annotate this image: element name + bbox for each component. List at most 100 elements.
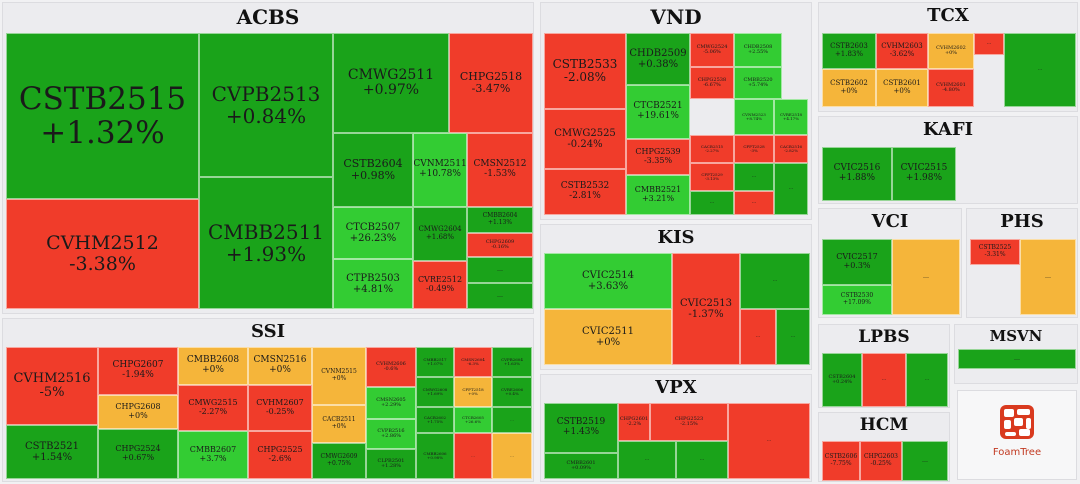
tile-cmwg2524[interactable]: CMWG2524 -5.06% xyxy=(690,33,734,67)
tile-cstb2532[interactable]: CSTB2532 -2.81% xyxy=(544,169,626,215)
tile-more[interactable]: … xyxy=(690,191,734,215)
tile-cvre2606[interactable]: CVRE2606 +0.4% xyxy=(492,377,532,407)
group-lpbs[interactable]: LPBS CSTB2604 +0.24%…… xyxy=(818,324,950,408)
tile-cvic2515[interactable]: CVIC2515 +1.98% xyxy=(892,147,956,201)
tile-chpg2525[interactable]: CHPG2525 -2.6% xyxy=(248,431,312,479)
tile-chpg2608[interactable]: CHPG2608 +0% xyxy=(98,395,178,429)
tile-more[interactable]: … xyxy=(892,239,960,315)
tile-cmbb2606[interactable]: CMBB2606 +0.98% xyxy=(416,433,454,479)
tile-cfpt2518[interactable]: CFPT2518 +0% xyxy=(454,377,492,407)
tile-cmsn2512[interactable]: CMSN2512 -1.53% xyxy=(467,133,533,207)
tile-cacb2511[interactable]: CACB2511 +0% xyxy=(312,405,366,443)
tile-chpg2518[interactable]: CHPG2518 -3.47% xyxy=(449,33,533,133)
tile-more[interactable]: … xyxy=(902,441,948,481)
tile-chdb2508[interactable]: CHDB2508 +2.55% xyxy=(734,33,782,67)
tile-ctpb2503[interactable]: CTPB2503 +4.81% xyxy=(333,259,413,309)
tile-more[interactable]: … xyxy=(740,309,776,365)
tile-chpg2539[interactable]: CHPG2539 -3.35% xyxy=(626,139,690,175)
tile-cmbb2604[interactable]: CMBB2604 +1.13% xyxy=(467,207,533,233)
tile-cvnm2523[interactable]: CVNM2523 +8.74% xyxy=(734,99,774,135)
tile-more[interactable]: … xyxy=(740,253,810,309)
tile-cmbb2520[interactable]: CMBB2520 +5.74% xyxy=(734,67,782,99)
tile-cmbb2517[interactable]: CMBB2517 +1.07% xyxy=(416,347,454,377)
tile-cmsn2605[interactable]: CMSN2605 +2.29% xyxy=(366,387,416,419)
tile-more[interactable]: … xyxy=(734,163,774,191)
tile-more[interactable]: … xyxy=(618,441,676,479)
tile-more[interactable]: … xyxy=(467,283,533,309)
tile-cvhm2607[interactable]: CVHM2607 -0.25% xyxy=(248,385,312,431)
tile-cacb2515[interactable]: CACB2515 -2.27% xyxy=(690,135,734,163)
tile-cacb2602[interactable]: CACB2602 +1.75% xyxy=(416,407,454,433)
tile-cmbb2511[interactable]: CMBB2511 +1.93% xyxy=(199,177,333,309)
tile-cstb2602[interactable]: CSTB2602 +0% xyxy=(822,69,876,107)
tile-more[interactable]: … xyxy=(958,349,1076,369)
tile-cvic2516[interactable]: CVIC2516 +1.88% xyxy=(822,147,892,201)
tile-cmwg2604[interactable]: CMWG2604 +1.68% xyxy=(413,207,467,261)
tile-chpg2524[interactable]: CHPG2524 +0.67% xyxy=(98,429,178,479)
tile-cvic2511[interactable]: CVIC2511 +0% xyxy=(544,309,672,365)
tile-cmwg2609[interactable]: CMWG2609 +0.75% xyxy=(312,443,366,479)
tile-cmsn2604[interactable]: CMSN2604 -6.3% xyxy=(454,347,492,377)
tile-cmbb2608[interactable]: CMBB2608 +0% xyxy=(178,347,248,385)
tile-cvpb2604[interactable]: CVPB2604 +1.63% xyxy=(492,347,532,377)
tile-cvre2518[interactable]: CVRE2518 +4.17% xyxy=(774,99,808,135)
tile-cmbb2601[interactable]: CMBB2601 +0.09% xyxy=(544,453,618,479)
tile-chdb2509[interactable]: CHDB2509 +0.38% xyxy=(626,33,690,85)
tile-chpg2607[interactable]: CHPG2607 -1.94% xyxy=(98,347,178,395)
tile-cfpt2528[interactable]: CFPT2528 -3% xyxy=(734,135,774,163)
tile-cvic2517[interactable]: CVIC2517 +0.3% xyxy=(822,239,892,285)
tile-chpg2538[interactable]: CHPG2538 -6.67% xyxy=(690,67,734,99)
group-vpx[interactable]: VPX CSTB2519 +1.43% CMBB2601 +0.09% CHPG2601-… xyxy=(540,374,812,482)
tile-cvhm2602[interactable]: CVHM2602 +0% xyxy=(928,33,974,69)
group-tcx[interactable]: TCX CSTB2603 +1.83% CVHM2603 -3.62% CVHM2602 +… xyxy=(818,2,1078,112)
tile-cmwg2511[interactable]: CMWG2511 +0.97% xyxy=(333,33,449,133)
tile-cvpb2513[interactable]: CVPB2513 +0.84% xyxy=(199,33,333,177)
tile-more[interactable]: … xyxy=(774,163,808,215)
tile-more[interactable]: … xyxy=(467,257,533,283)
tile-cvhm2516[interactable]: CVHM2516 -5% xyxy=(6,347,98,425)
group-kis[interactable]: KIS CVIC2514 +3.63% CVIC2513 -1.37% CVIC2511 +… xyxy=(540,224,812,370)
tile-cmbb2521[interactable]: CMBB2521 +3.21% xyxy=(626,175,690,215)
tile-cvhm2512[interactable]: CVHM2512 -3.38% xyxy=(6,199,199,309)
tile-cstb2604[interactable]: CSTB2604 +0.98% xyxy=(333,133,413,207)
foamtree-logo[interactable]: FoamTree xyxy=(957,390,1077,480)
tile-cmbb2607[interactable]: CMBB2607 +3.7% xyxy=(178,431,248,479)
group-msvn[interactable]: MSVN… xyxy=(954,324,1078,384)
tile-cstb2601[interactable]: CSTB2601 +0% xyxy=(876,69,928,107)
tile-cvpb2516[interactable]: CVPB2516 +2.86% xyxy=(366,419,416,449)
tile-ctcb2521[interactable]: CTCB2521 +19.61% xyxy=(626,85,690,139)
group-acbs[interactable]: ACBS CSTB2515 +1.32% CVHM2512 -3.38% CVPB2513… xyxy=(2,2,534,314)
tile-more[interactable]: … xyxy=(1020,239,1076,315)
tile-cmsn2516[interactable]: CMSN2516 +0% xyxy=(248,347,312,385)
tile-chpg2609[interactable]: CHPG2609 -0.16% xyxy=(467,233,533,257)
tile-cmwg2608[interactable]: CMWG2608 +1.69% xyxy=(416,377,454,407)
tile-cstb2525[interactable]: CSTB2525 -3.31% xyxy=(970,239,1020,265)
tile-more[interactable]: … xyxy=(454,433,492,479)
tile-cvhm2601[interactable]: CVHM2601 -4.80% xyxy=(928,69,974,107)
tile-ctcb2507[interactable]: CTCB2507 +26.23% xyxy=(333,207,413,259)
tile-cmwg2515[interactable]: CMWG2515 -2.27% xyxy=(178,385,248,431)
tile-ctcb2605[interactable]: CTCB2605 +26.6% xyxy=(454,407,492,433)
tile-cstb2533[interactable]: CSTB2533 -2.08% xyxy=(544,33,626,109)
tile-more[interactable]: … xyxy=(776,309,810,365)
tile-cstb2521[interactable]: CSTB2521 +1.54% xyxy=(6,425,98,479)
tile-cstb2604[interactable]: CSTB2604 +0.24% xyxy=(822,353,862,407)
tile-cvhm2603[interactable]: CVHM2603 -3.62% xyxy=(876,33,928,69)
tile-chpg2603[interactable]: CHPG2603 -0.25% xyxy=(860,441,902,481)
tile-cacb2516[interactable]: CACB2516 -2.82% xyxy=(774,135,808,163)
tile-cvre2512[interactable]: CVRE2512 -0.49% xyxy=(413,261,467,309)
tile-cstb2530[interactable]: CSTB2530 +17.09% xyxy=(822,285,892,315)
tile-cvhm2606[interactable]: CVHM2606 -0.6% xyxy=(366,347,416,387)
tile-cstb2603[interactable]: CSTB2603 +1.83% xyxy=(822,33,876,69)
tile-more[interactable]: … xyxy=(728,403,810,479)
tile-cfpt2529[interactable]: CFPT2529 -3.13% xyxy=(690,163,734,191)
tile-chpg2601[interactable]: CHPG2601 -2.2% xyxy=(618,403,650,441)
tile-more[interactable]: … xyxy=(734,191,774,215)
tile-more[interactable]: … xyxy=(862,353,906,407)
tile-cstb2606[interactable]: CSTB2606 -7.75% xyxy=(822,441,860,481)
tile-cmwg2525[interactable]: CMWG2525 -0.24% xyxy=(544,109,626,169)
tile-more[interactable]: … xyxy=(492,433,532,479)
tile-cvnm2515[interactable]: CVNM2515 +0% xyxy=(312,347,366,405)
group-hcm[interactable]: HCM CSTB2606 -7.75% CHPG2603 -0.25%… xyxy=(818,412,950,482)
tile-cvic2513[interactable]: CVIC2513 -1.37% xyxy=(672,253,740,365)
